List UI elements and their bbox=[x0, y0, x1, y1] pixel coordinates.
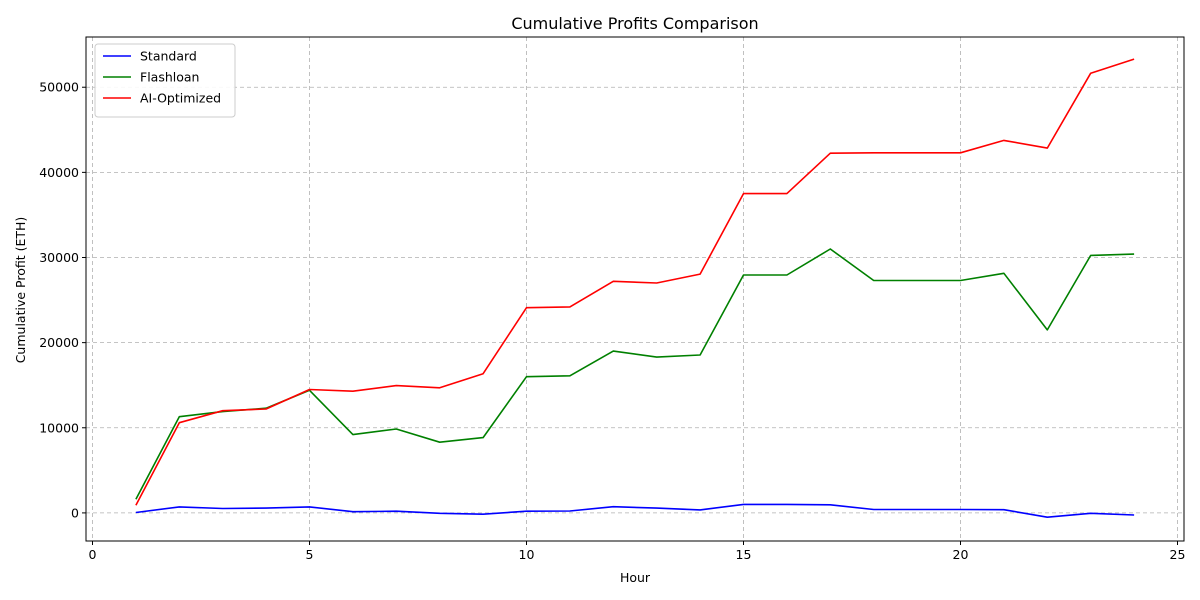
y-tick-label: 0 bbox=[71, 505, 79, 520]
x-tick-label: 25 bbox=[1170, 547, 1186, 562]
legend-label: AI-Optimized bbox=[140, 91, 221, 106]
series-line-standard bbox=[135, 503, 1135, 519]
x-tick-label: 10 bbox=[519, 547, 535, 562]
legend-label: Flashloan bbox=[140, 70, 199, 85]
x-tick-label: 0 bbox=[89, 547, 97, 562]
x-axis-label: Hour bbox=[620, 570, 651, 585]
chart-title: Cumulative Profits Comparison bbox=[511, 14, 758, 33]
legend-label: Standard bbox=[140, 49, 197, 64]
y-tick-label: 10000 bbox=[39, 420, 79, 435]
y-tick-label: 20000 bbox=[39, 335, 79, 350]
x-axis: 0 5 10 15 20 25 bbox=[89, 541, 1186, 562]
series-lines bbox=[135, 58, 1135, 519]
y-axis: 0 10000 20000 30000 40000 50000 bbox=[39, 80, 86, 520]
y-tick-label: 50000 bbox=[39, 80, 79, 95]
grid bbox=[86, 37, 1184, 541]
plot-frame bbox=[85, 36, 1185, 542]
y-tick-label: 40000 bbox=[39, 165, 79, 180]
x-tick-label: 5 bbox=[306, 547, 314, 562]
x-tick-label: 20 bbox=[953, 547, 969, 562]
x-tick-label: 15 bbox=[736, 547, 752, 562]
series-line-ai-optimized bbox=[135, 58, 1135, 506]
y-axis-label: Cumulative Profit (ETH) bbox=[13, 217, 28, 364]
y-tick-label: 30000 bbox=[39, 250, 79, 265]
legend: Standard Flashloan AI-Optimized bbox=[94, 43, 236, 118]
